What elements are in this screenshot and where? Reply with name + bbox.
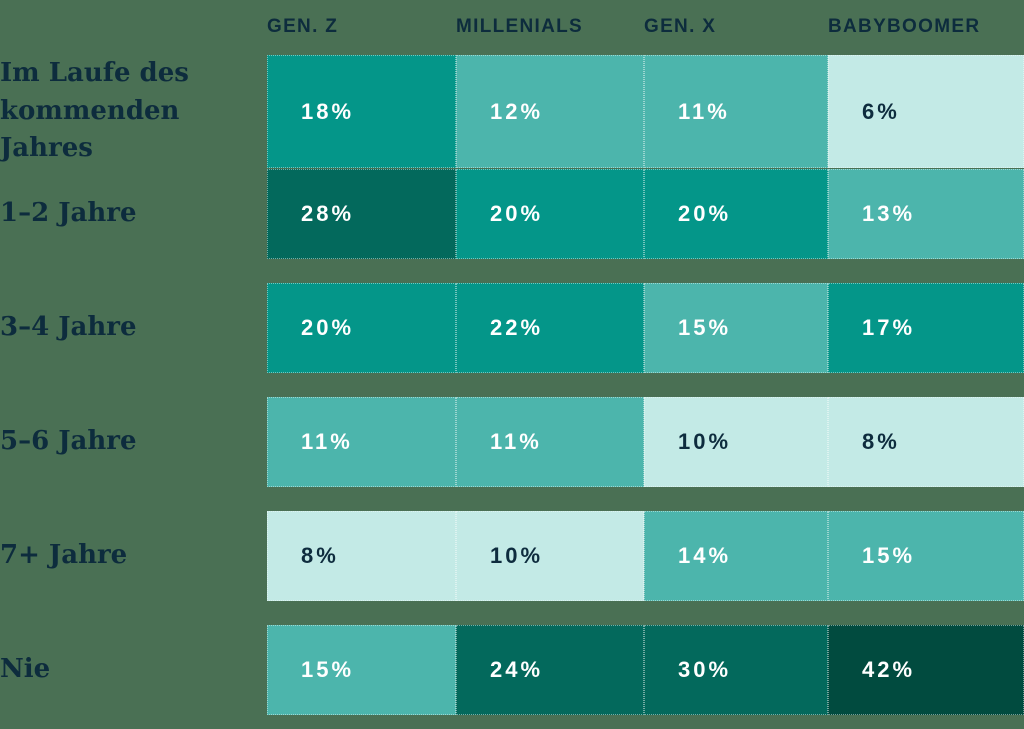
cell-value: 11%	[678, 98, 730, 124]
data-cell: 15%	[828, 511, 1024, 601]
data-cell: 11%	[456, 397, 644, 487]
cell-value: 12%	[490, 98, 544, 124]
data-cell: 22%	[456, 283, 644, 373]
column-header-row: GEN. Z MILLENIALS GEN. X BABYBOOMER	[0, 0, 1024, 55]
data-cell: 10%	[644, 397, 828, 487]
data-cell: 42%	[828, 625, 1024, 715]
cell-value: 14%	[678, 543, 732, 568]
row-label: 7+ Jahre	[0, 540, 128, 571]
table-row: Im Laufe des kommenden Jahres 18% 12% 11…	[0, 55, 1024, 169]
column-header-babyboomer: BABYBOOMER	[828, 16, 981, 37]
cell-value: 13%	[862, 201, 916, 226]
data-cell: 13%	[828, 169, 1024, 259]
data-cell: 15%	[644, 283, 828, 373]
cell-value: 10%	[678, 429, 732, 454]
data-cell: 11%	[644, 55, 828, 169]
cell-value: 8%	[862, 429, 900, 454]
table-row: 3–4 Jahre 20% 22% 15% 17%	[0, 283, 1024, 373]
table-row: Nie 15% 24% 30% 42%	[0, 625, 1024, 715]
row-label: 5–6 Jahre	[0, 426, 137, 457]
data-cell: 20%	[644, 169, 828, 259]
cell-value: 42%	[862, 657, 916, 682]
column-header-gen-z: GEN. Z	[267, 16, 339, 37]
cell-value: 15%	[678, 315, 732, 340]
heatmap-body: Im Laufe des kommenden Jahres 18% 12% 11…	[0, 55, 1024, 715]
data-cell: 10%	[456, 511, 644, 601]
data-cell: 17%	[828, 283, 1024, 373]
column-header-millenials: MILLENIALS	[456, 16, 583, 37]
cell-value: 15%	[301, 657, 355, 682]
data-cell: 24%	[456, 625, 644, 715]
cell-value: 15%	[862, 543, 916, 568]
data-cell: 12%	[456, 55, 644, 169]
table-row: 7+ Jahre 8% 10% 14% 15%	[0, 511, 1024, 601]
data-cell: 20%	[456, 169, 644, 259]
cell-value: 17%	[862, 315, 916, 340]
cell-value: 18%	[301, 98, 355, 124]
cell-value: 28%	[301, 201, 355, 226]
data-cell: 30%	[644, 625, 828, 715]
cell-value: 20%	[490, 201, 544, 226]
cell-value: 20%	[678, 201, 732, 226]
data-cell: 8%	[267, 511, 456, 601]
data-cell: 11%	[267, 397, 456, 487]
data-cell: 28%	[267, 169, 456, 259]
row-label: Im Laufe des kommenden Jahres	[0, 58, 189, 164]
data-cell: 18%	[267, 55, 456, 169]
header-spacer	[0, 0, 267, 55]
cell-value: 22%	[490, 315, 544, 340]
cell-value: 6%	[862, 98, 900, 124]
table-row: 1–2 Jahre 28% 20% 20% 13%	[0, 169, 1024, 259]
data-cell: 8%	[828, 397, 1024, 487]
table-row: 5–6 Jahre 11% 11% 10% 8%	[0, 397, 1024, 487]
cell-value: 8%	[301, 543, 339, 568]
cell-value: 20%	[301, 315, 355, 340]
data-cell: 6%	[828, 55, 1024, 169]
data-cell: 15%	[267, 625, 456, 715]
cell-value: 11%	[490, 429, 542, 454]
cell-value: 24%	[490, 657, 544, 682]
data-cell: 14%	[644, 511, 828, 601]
row-label: 3–4 Jahre	[0, 312, 137, 343]
cell-value: 10%	[490, 543, 544, 568]
data-cell: 20%	[267, 283, 456, 373]
column-header-gen-x: GEN. X	[644, 16, 717, 37]
cell-value: 30%	[678, 657, 732, 682]
cell-value: 11%	[301, 429, 353, 454]
row-label: 1–2 Jahre	[0, 198, 137, 229]
row-label: Nie	[0, 654, 51, 685]
